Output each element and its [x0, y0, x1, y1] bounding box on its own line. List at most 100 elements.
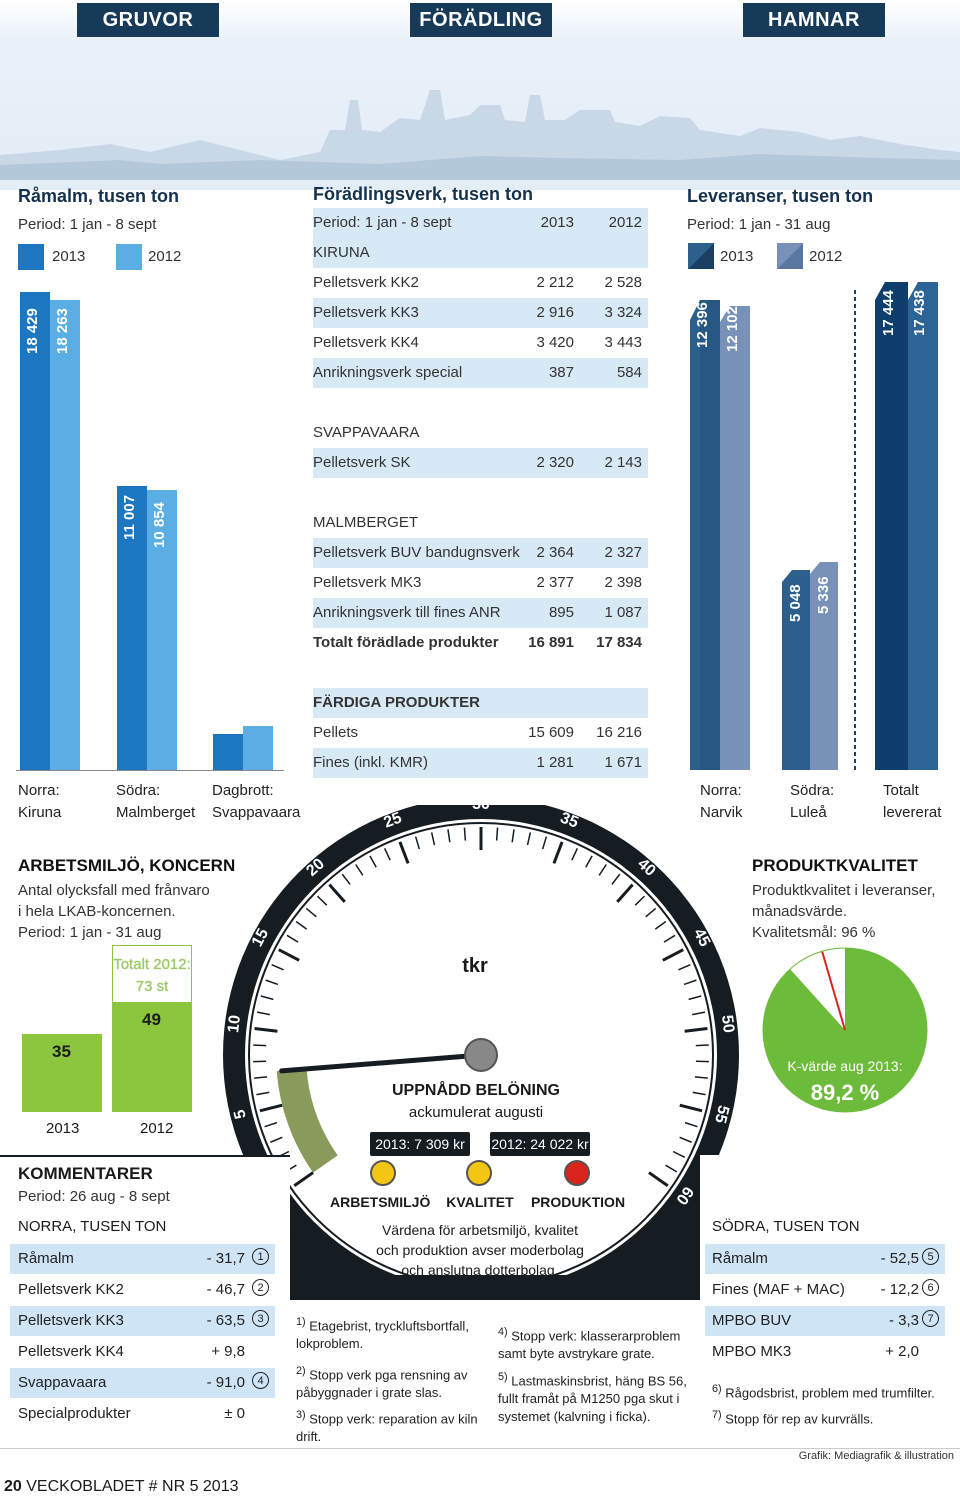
processing-group-header: MALMBERGET [313, 508, 648, 538]
processing-row: Pelletsverk BUV bandugnsverk 2 364 2 327 [313, 538, 648, 568]
note-ref: 4 [252, 1372, 269, 1389]
footnote-text: Stopp verk: reparation av kiln drift. [296, 1411, 478, 1445]
processing-header-row: Period: 1 jan - 8 sept 2013 2012 [313, 208, 648, 238]
light-safety [370, 1160, 396, 1186]
safety-bar-2013 [22, 1034, 102, 1112]
processing-row: Pelletsverk MK3 2 377 2 398 [313, 568, 648, 598]
bar-total-2012-label: 17 438 [911, 290, 928, 336]
gauge-ticks [253, 827, 709, 1188]
gauge-needle [279, 1052, 484, 1074]
light-production [564, 1160, 590, 1186]
footnote-number: 6) [712, 1383, 722, 1395]
footnote-number: 2) [296, 1365, 306, 1377]
south-comment-label: Fines (MAF + MAC) [712, 1281, 845, 1298]
gauge-tick-label: 10 [224, 1014, 244, 1034]
quality-pie-gap [790, 947, 845, 1030]
notes-panel [290, 1300, 700, 1450]
processing-row-2012: 17 834 [596, 634, 642, 651]
bar-lulea-2012 [810, 562, 838, 770]
processing-row-label: Pelletsverk BUV bandugnsverk [313, 544, 520, 561]
raw-site-malmberget: Södra: Malmberget [116, 782, 196, 821]
processing-row-2013: 1 281 [536, 754, 574, 771]
gauge-box-2012: 2012: 24 022 kr [490, 1132, 590, 1156]
processing-row-label: Pellets [313, 724, 359, 741]
raw-legend-2013: 2013 [52, 248, 86, 265]
processing-group-header: KIRUNA [313, 238, 648, 268]
note-ref: 1 [252, 1248, 269, 1265]
processing-row-2012: 1 087 [604, 604, 642, 621]
processing-row-label: Anrikningsverk special [313, 364, 463, 381]
bar-kiruna-2012 [50, 300, 80, 770]
processing-row: Pelletsverk KK4 3 420 3 443 [313, 328, 648, 358]
footnote: 2) Stopp verk pga rensning av påbyggnade… [296, 1362, 486, 1402]
north-comment-value: - 63,5 [206, 1312, 245, 1329]
north-comment-label: Pelletsverk KK2 [18, 1281, 124, 1298]
processing-group-header: SVAPPAVAARA [313, 418, 648, 448]
processing-row-2013: 2 212 [536, 274, 574, 291]
comments-title: KOMMENTARER [18, 1164, 153, 1183]
footnote-number: 3) [296, 1409, 306, 1421]
processing-row-2012: 1 671 [604, 754, 642, 771]
deliveries-site-narvik: Norra: Narvik [700, 782, 743, 821]
north-comment-row: Pelletsverk KK3 - 63,5 3 [10, 1306, 275, 1336]
north-comment-label: Råmalm [18, 1250, 74, 1267]
safety-total-outline [112, 945, 192, 1002]
note-ref: 3 [252, 1310, 269, 1327]
south-comment-value: + 2,0 [885, 1343, 919, 1360]
comments-panel [0, 1155, 290, 1450]
processing-row: Anrikningsverk till fines ANR 895 1 087 [313, 598, 648, 628]
bar-narvik-2012 [720, 306, 750, 770]
processing-group-header: FÄRDIGA PRODUKTER [313, 688, 648, 718]
processing-row: Fines (inkl. KMR) 1 281 1 671 [313, 748, 648, 778]
bar-total-2012 [908, 282, 938, 770]
gauge-footnote: Värdena för arbetsmiljö, kvalitet och pr… [376, 1222, 584, 1278]
processing-col-2012: 2012 [608, 214, 642, 231]
gauge-progress-arc [276, 1068, 338, 1173]
south-comment-label: MPBO BUV [712, 1312, 792, 1329]
processing-row-label: SVAPPAVAARA [313, 424, 420, 441]
processing-row-2013: 15 609 [528, 724, 574, 741]
south-comment-value: - 3,3 [888, 1312, 919, 1329]
bar-lulea-2013 [782, 570, 810, 770]
note-ref: 5 [922, 1248, 939, 1265]
industrial-skyline [0, 90, 960, 180]
bar-svappavaara-2012 [243, 726, 273, 770]
footnote: 6) Rågodsbrist, problem med trumfilter. [712, 1380, 947, 1402]
gauge-box-2013: 2013: 7 309 kr [370, 1132, 470, 1156]
comments-south-title: SÖDRA, TUSEN TON [712, 1218, 860, 1235]
bar-svappavaara-2012-label: 1 692 [247, 684, 264, 722]
footnote-text: Stopp verk: klasserarproblem samt byte a… [498, 1328, 681, 1362]
footnote-number: 1) [296, 1316, 306, 1328]
deliveries-legend-2013-swatch [688, 243, 714, 269]
deliveries-bars [690, 282, 938, 770]
bar-narvik-2013-label: 12 396 [694, 302, 711, 348]
north-comment-value: - 31,7 [206, 1250, 245, 1267]
bar-kiruna-2013-label: 18 429 [24, 308, 41, 354]
footnote-number: 5) [498, 1371, 508, 1383]
bar-kiruna-2012-label: 18 263 [54, 308, 71, 354]
bar-kiruna-2013 [20, 292, 50, 770]
footnote-text: Stopp verk pga rensning av påbyggnader i… [296, 1367, 468, 1401]
north-comment-row: Pelletsverk KK4 + 9,8 [10, 1337, 275, 1367]
south-comment-row: Råmalm - 52,5 5 [705, 1244, 945, 1274]
quality-desc: Produktkvalitet i leveranser, månadsvärde… [752, 882, 936, 941]
processing-row-label: FÄRDIGA PRODUKTER [313, 694, 480, 711]
processing-row-label: Pelletsverk SK [313, 454, 411, 471]
south-comment-value: - 12,2 [880, 1281, 919, 1298]
bar-malmberget-2012 [147, 490, 177, 770]
quality-k-value: 89,2 % [810, 1080, 880, 1105]
south-comment-label: Råmalm [712, 1250, 768, 1267]
gauge-tick-label: 30 [472, 796, 490, 813]
north-comment-label: Svappavaara [18, 1374, 107, 1391]
bar-malmberget-2012-label: 10 854 [151, 502, 168, 548]
safety-total-label: Totalt 2012: 73 st [113, 956, 191, 995]
footnote: 3) Stopp verk: reparation av kiln drift. [296, 1406, 496, 1446]
bar-narvik-2013 [690, 300, 720, 770]
comments-period: Period: 26 aug - 8 sept [18, 1188, 170, 1205]
south-comment-row: Fines (MAF + MAC) - 12,2 6 [705, 1275, 945, 1305]
deliveries-legend-2012-swatch [777, 243, 803, 269]
processing-row-2012: 2 327 [604, 544, 642, 561]
header-mines: GRUVOR [77, 3, 219, 37]
south-comment-row: MPBO MK3 + 2,0 [705, 1337, 945, 1367]
comments-top-line [0, 1155, 290, 1157]
